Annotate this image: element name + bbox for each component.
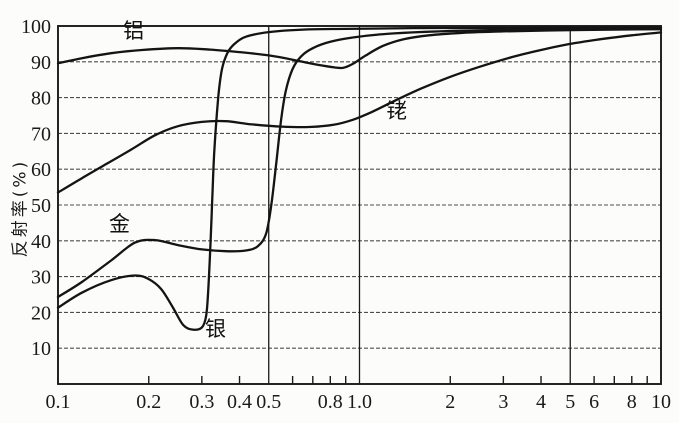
y-tick-label-40: 40 [31,231,51,253]
y-tick-label-10: 10 [31,338,51,360]
x-tick-label-3: 3 [498,391,508,413]
y-tick-label-30: 30 [31,267,51,289]
y-tick-label-90: 90 [31,52,51,74]
x-tick-label-6: 6 [589,391,599,413]
x-tick-label-0.1: 0.1 [46,391,71,413]
x-tick-label-2: 2 [445,391,455,413]
curve-rhodium [56,31,663,194]
series-label-aluminum: 铝 [123,19,144,43]
series-label-silver: 银 [205,317,226,341]
series-label-rhodium: 铑 [386,99,407,123]
y-tick-label-60: 60 [31,159,51,181]
y-tick-label-100: 100 [21,16,51,38]
x-tick-label-0.4: 0.4 [227,391,252,413]
y-tick-label-70: 70 [31,123,51,145]
x-tick-label-0.3: 0.3 [189,391,214,413]
x-tick-label-10: 10 [651,391,671,413]
curve-silver [56,26,663,331]
curve-aluminum [56,28,663,70]
x-tick-label-0.5: 0.5 [256,391,281,413]
series-label-gold: 金 [109,212,130,236]
y-tick-label-50: 50 [31,195,51,217]
x-tick-label-5: 5 [565,391,575,413]
y-tick-label-80: 80 [31,88,51,110]
y-tick-label-20: 20 [31,302,51,324]
plot-border [57,25,662,385]
x-tick-label-1.0: 1.0 [347,391,372,413]
x-tick-label-4: 4 [536,391,546,413]
x-tick-label-0.2: 0.2 [136,391,161,413]
x-tick-label-8: 8 [627,391,637,413]
x-tick-label-0.8: 0.8 [318,391,343,413]
curve-gold [56,26,663,299]
